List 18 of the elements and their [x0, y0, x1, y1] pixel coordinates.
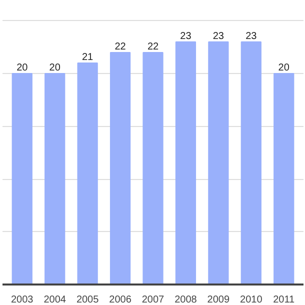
- x-tick-label: 2007: [142, 294, 165, 305]
- data-label: 20: [49, 62, 61, 74]
- x-tick-label: 2010: [240, 294, 263, 305]
- x-tick-label: 2009: [207, 294, 230, 305]
- data-label: 20: [16, 62, 28, 74]
- x-tick-label: 2011: [273, 294, 296, 305]
- data-label: 20: [278, 62, 290, 74]
- x-tick-label: 2004: [44, 294, 66, 305]
- data-label: 21: [82, 52, 94, 63]
- data-label: 23: [212, 30, 224, 42]
- x-tick-label: 2003: [11, 294, 34, 305]
- data-label: 22: [114, 41, 126, 52]
- x-tick-label: 2008: [174, 294, 198, 305]
- data-label: 23: [180, 30, 192, 42]
- x-tick-label: 2006: [109, 294, 132, 305]
- data-label: 23: [246, 30, 258, 42]
- data-label: 22: [147, 41, 159, 52]
- x-tick-label: 2005: [76, 294, 100, 305]
